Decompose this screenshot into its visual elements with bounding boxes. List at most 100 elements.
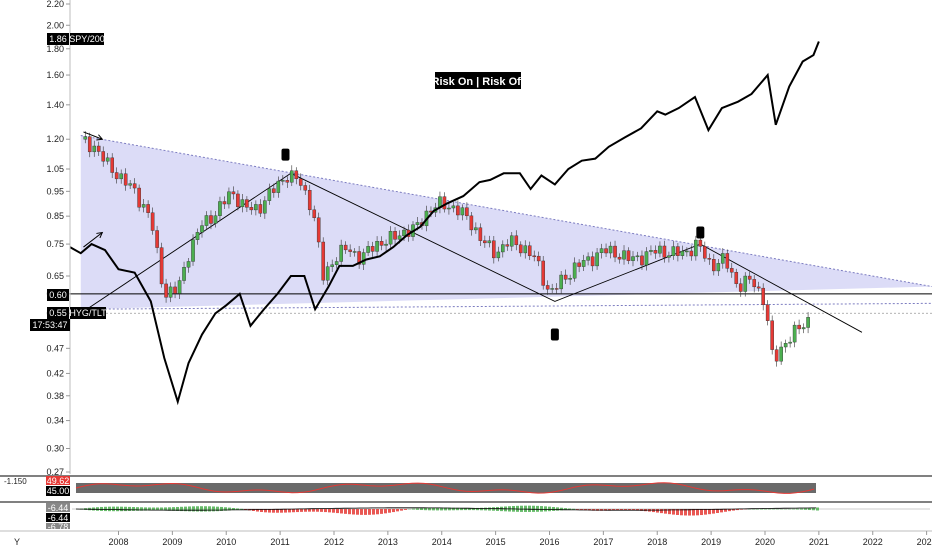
hyg-tag-value: 0.55 xyxy=(49,308,67,318)
x-tick-label: 2014 xyxy=(432,537,452,547)
osc2-bar xyxy=(204,506,207,512)
osc2-bar xyxy=(572,508,575,510)
candle-body xyxy=(752,279,757,288)
osc2-bar xyxy=(536,505,539,512)
x-tick-label: 2008 xyxy=(108,537,128,547)
osc2-bar xyxy=(548,506,551,512)
x-tick-label: 2016 xyxy=(539,537,559,547)
osc2-bottom-value: -6.78 xyxy=(48,522,69,532)
osc2-bar xyxy=(140,507,143,511)
osc2-bar xyxy=(448,507,451,511)
osc2-bar xyxy=(404,509,407,510)
candle-body xyxy=(667,255,671,258)
candle-body xyxy=(460,207,465,216)
osc2-bar xyxy=(728,509,731,512)
candle-body xyxy=(658,245,662,254)
corner-label[interactable]: Y xyxy=(14,537,20,547)
osc2-bar xyxy=(108,506,111,512)
osc2-bar xyxy=(456,507,459,511)
candle-body xyxy=(676,246,680,256)
osc2-bar xyxy=(380,509,383,514)
osc2-bar xyxy=(616,509,619,511)
osc2-bar xyxy=(388,509,391,513)
candle-body xyxy=(204,215,209,226)
candle-body xyxy=(451,205,456,209)
osc2-bar xyxy=(804,508,807,510)
candle-body xyxy=(245,199,249,208)
candle-body xyxy=(366,246,370,253)
candle-body xyxy=(379,241,384,246)
candle-body xyxy=(617,256,622,260)
candle-body xyxy=(298,178,303,186)
osc2-bar xyxy=(120,506,123,512)
osc2-bar xyxy=(212,506,215,512)
candle-body xyxy=(671,246,676,256)
candle-body xyxy=(761,287,765,306)
level-tag-bg xyxy=(47,289,69,301)
osc2-bar xyxy=(356,509,359,515)
osc2-bar xyxy=(292,509,295,513)
osc2-bar xyxy=(384,509,387,514)
osc2-bar xyxy=(144,507,147,511)
candle-body xyxy=(707,258,712,260)
osc2-bar xyxy=(664,509,667,514)
osc2-bar xyxy=(720,509,723,513)
candle-body xyxy=(465,207,469,217)
x-tick-label: 2019 xyxy=(701,537,721,547)
y-tick-label: 0.95 xyxy=(46,186,64,196)
osc2-bar xyxy=(636,509,639,511)
candle-body xyxy=(662,245,667,258)
candle-body xyxy=(806,317,810,328)
osc2-bar xyxy=(228,507,231,511)
y-tick-label: 1.40 xyxy=(46,100,64,110)
candle-body xyxy=(541,260,546,286)
candle-body xyxy=(281,180,285,182)
osc2-bar xyxy=(400,509,403,511)
osc2-bar xyxy=(800,508,803,510)
osc2-bar xyxy=(544,506,547,512)
osc2-bar xyxy=(348,509,351,515)
osc2-bar xyxy=(308,509,311,512)
candle-body xyxy=(294,170,299,180)
osc2-bar xyxy=(268,509,271,513)
osc2-bar xyxy=(328,509,331,513)
candle-body xyxy=(307,190,312,211)
osc2-bar xyxy=(264,509,267,513)
y-tick-label: 0.38 xyxy=(46,391,64,401)
x-tick-label: 2023 xyxy=(917,537,932,547)
candle-body xyxy=(725,253,730,269)
candle-body xyxy=(685,250,689,253)
candle-body xyxy=(716,263,721,272)
osc2-bar xyxy=(340,509,343,514)
candle-body xyxy=(213,215,218,224)
candle-body xyxy=(200,225,204,233)
candle-body xyxy=(357,251,361,265)
osc2-bar xyxy=(368,509,371,515)
candle-body xyxy=(698,239,703,247)
osc2-bar xyxy=(220,506,223,511)
osc2-bar xyxy=(760,508,763,510)
osc2-bar xyxy=(256,509,259,512)
osc2-bar xyxy=(236,508,239,510)
osc2-bar xyxy=(668,509,671,515)
candle-body xyxy=(397,235,402,240)
candle-body xyxy=(680,250,685,256)
osc2-bar xyxy=(116,506,119,512)
osc2-bar xyxy=(704,509,707,515)
osc2-bar xyxy=(480,507,483,511)
hyg-tag-label-bg xyxy=(70,307,106,319)
spy-tag-value: 1.86 xyxy=(49,34,67,44)
osc2-bar xyxy=(152,507,155,511)
pivot-marker xyxy=(550,328,559,341)
osc2-bar xyxy=(332,509,335,513)
candle-body xyxy=(635,255,640,258)
candle-body xyxy=(720,253,725,264)
osc2-bar xyxy=(184,506,187,512)
candle-body xyxy=(577,262,581,267)
osc2-bar xyxy=(556,507,559,511)
candle-body xyxy=(792,324,797,343)
osc1-left-value: -1.150 xyxy=(4,477,27,486)
candle-body xyxy=(509,235,514,247)
osc2-bar xyxy=(672,509,675,515)
